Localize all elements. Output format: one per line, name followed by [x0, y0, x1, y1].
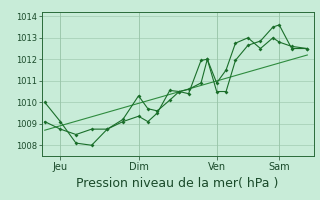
X-axis label: Pression niveau de la mer( hPa ): Pression niveau de la mer( hPa ) — [76, 177, 279, 190]
